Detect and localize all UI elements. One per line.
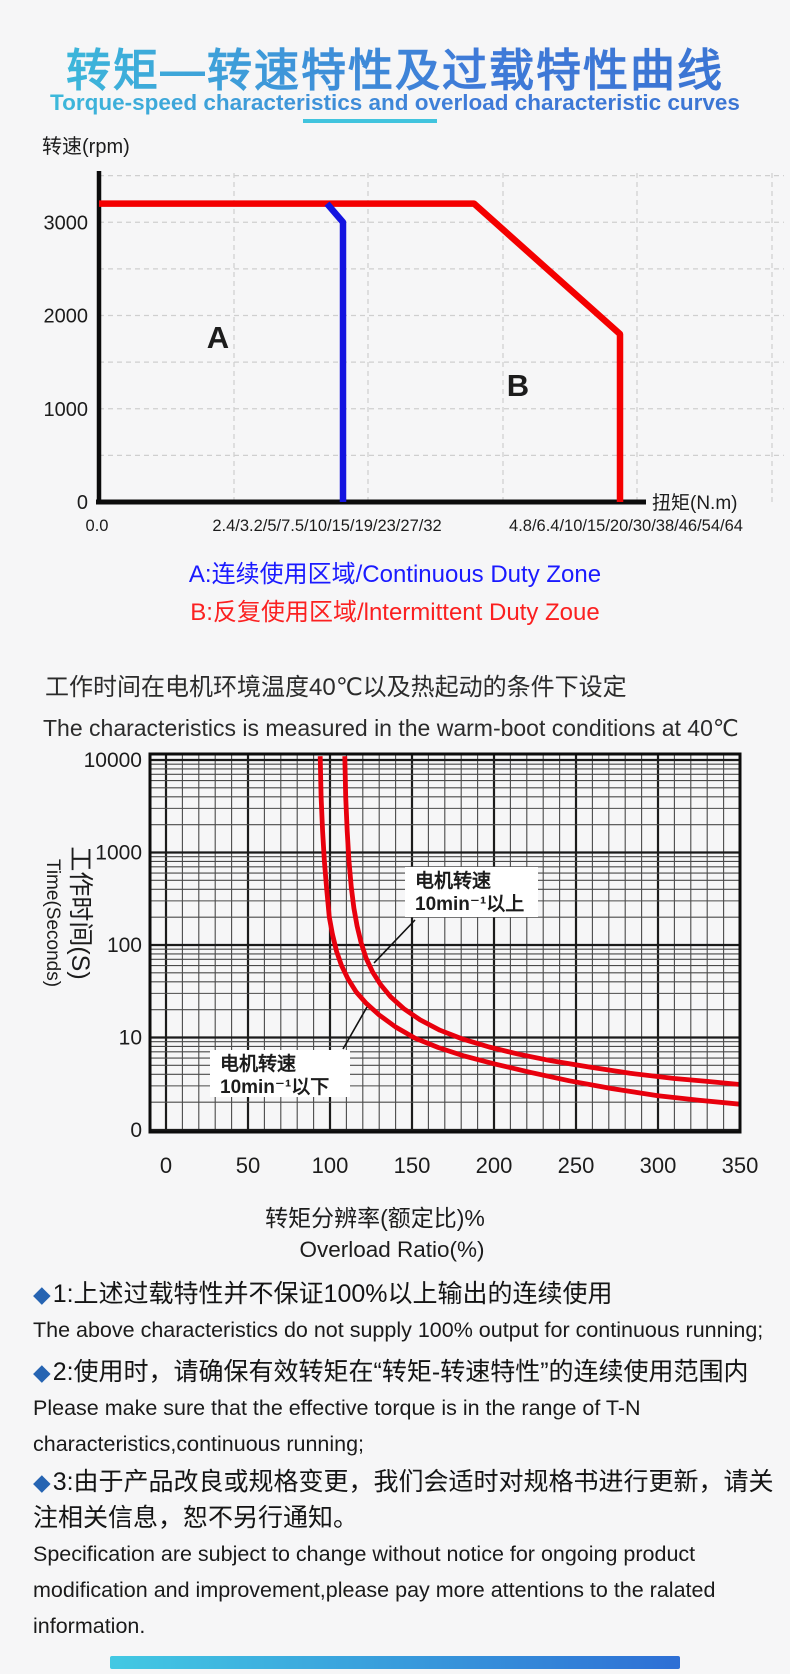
note-line-4: Please make sure that the effective torq… bbox=[33, 1390, 773, 1426]
y-axis-title-cjk: 工作时间(S) bbox=[66, 846, 94, 979]
subtitle-underline bbox=[303, 119, 437, 123]
diamond-bullet-icon: ◆ bbox=[33, 1469, 51, 1495]
note-text: 注相关信息，恕不另行通知。 bbox=[33, 1504, 359, 1532]
annotation-text: 10min⁻¹以下 bbox=[220, 1076, 329, 1098]
note-text: 3:由于产品改良或规格变更，我们会适时对规格书进行更新，请关 bbox=[52, 1468, 774, 1496]
x-tick-label: 2.4/3.2/5/7.5/10/15/19/23/27/32 bbox=[212, 517, 441, 535]
note-text: Specification are subject to change with… bbox=[33, 1542, 696, 1566]
x-tick-label: 0.0 bbox=[86, 517, 109, 535]
legend-zone-a: A:连续使用区域/Continuous Duty Zone bbox=[188, 561, 602, 588]
annotation-leader bbox=[373, 919, 416, 964]
y-axis-title-en: Time(Seconds) bbox=[42, 859, 63, 987]
note-line-7: 注相关信息，恕不另行通知。 bbox=[33, 1500, 773, 1536]
overload-characteristic-chart: 电机转速10min⁻¹以上电机转速10min⁻¹以下10000100010010… bbox=[42, 749, 759, 1262]
note-text: Please make sure that the effective torq… bbox=[33, 1396, 641, 1420]
x-axis-title-en: Overload Ratio(%) bbox=[299, 1237, 484, 1262]
annotation-leader bbox=[342, 1006, 368, 1050]
y-tick-label: 1000 bbox=[95, 842, 142, 865]
note-line-3: ◆2:使用时，请确保有效转矩在“转矩-转速特性”的连续使用范围内 bbox=[33, 1354, 773, 1390]
x-tick-label: 200 bbox=[476, 1153, 513, 1178]
note-line-2: The above characteristics do not supply … bbox=[33, 1312, 773, 1348]
note-line-8: Specification are subject to change with… bbox=[33, 1536, 773, 1572]
note-text: 2:使用时，请确保有效转矩在“转矩-转速特性”的连续使用范围内 bbox=[52, 1358, 749, 1386]
y-tick-label: 0 bbox=[130, 1119, 142, 1142]
curve-speed-below-10rpm bbox=[317, 756, 740, 1107]
x-tick-label: 150 bbox=[394, 1153, 431, 1178]
x-tick-label: 0 bbox=[160, 1153, 172, 1178]
x-tick-label: 50 bbox=[236, 1153, 260, 1178]
note-text: characteristics,continuous running; bbox=[33, 1432, 365, 1456]
note-text: 1:上述过载特性并不保证100%以上输出的连续使用 bbox=[52, 1280, 613, 1308]
page-subtitle: Torque-speed characteristics and overloa… bbox=[0, 90, 790, 116]
annotation-text: 电机转速 bbox=[415, 869, 491, 892]
x-tick-label: 100 bbox=[312, 1153, 349, 1178]
test-conditions-en: The characteristics is measured in the w… bbox=[43, 715, 739, 741]
curve-speed-above-10rpm bbox=[342, 756, 740, 1087]
note-text: information. bbox=[33, 1614, 146, 1638]
torque-speed-chart: A B 0 1000 2000 3000 0.0 2.4/3.2/5/7.5/10/15/19… bbox=[42, 135, 784, 535]
x-axis-title-cjk: 转矩分辨率(额定比)% bbox=[265, 1205, 485, 1231]
zone-label-B: B bbox=[507, 368, 529, 403]
x-tick-label: 300 bbox=[640, 1153, 677, 1178]
note-text: The above characteristics do not supply … bbox=[33, 1318, 764, 1342]
note-line-5: characteristics,continuous running; bbox=[33, 1426, 773, 1462]
curve-continuous-duty-limit bbox=[324, 201, 347, 502]
note-text: modification and improvement,please pay … bbox=[33, 1578, 716, 1602]
annotation-box bbox=[405, 867, 538, 917]
note-line-1: ◆1:上述过载特性并不保证100%以上输出的连续使用 bbox=[33, 1276, 773, 1312]
x-tick-label: 250 bbox=[558, 1153, 595, 1178]
y-tick-label: 3000 bbox=[44, 212, 89, 234]
diamond-bullet-icon: ◆ bbox=[33, 1281, 51, 1307]
page-title: 转矩—转速特性及过载特性曲线 bbox=[0, 34, 790, 99]
y-tick-label: 0 bbox=[77, 492, 88, 514]
y-tick-label: 100 bbox=[107, 934, 142, 957]
y-tick-label: 10 bbox=[119, 1027, 142, 1050]
note-line-9: modification and improvement,please pay … bbox=[33, 1572, 773, 1608]
plot-border bbox=[148, 752, 742, 1134]
y-axis-title: 转速(rpm) bbox=[42, 135, 130, 158]
x-tick-label: 4.8/6.4/10/15/20/30/38/46/54/64 bbox=[509, 517, 743, 535]
bottom-accent-bar bbox=[110, 1656, 680, 1669]
y-tick-label: 10000 bbox=[84, 749, 142, 772]
x-tick-label: 350 bbox=[722, 1153, 759, 1178]
test-conditions-cjk: 工作时间在电机环境温度40℃以及热起动的条件下设定 bbox=[45, 674, 627, 701]
note-line-10: information. bbox=[33, 1608, 773, 1644]
diamond-bullet-icon: ◆ bbox=[33, 1359, 51, 1385]
legend-zone-b: B:反复使用区域/lntermittent Duty Zoue bbox=[190, 599, 600, 626]
annotation-text: 10min⁻¹以上 bbox=[415, 893, 524, 915]
x-axis-title: 扭矩(N.m) bbox=[652, 492, 737, 514]
curve-intermittent-duty-limit bbox=[99, 200, 624, 502]
y-tick-label: 2000 bbox=[44, 306, 89, 328]
note-line-6: ◆3:由于产品改良或规格变更，我们会适时对规格书进行更新，请关 bbox=[33, 1464, 774, 1500]
zone-label-A: A bbox=[207, 320, 229, 355]
annotation-text: 电机转速 bbox=[220, 1052, 296, 1075]
annotation-box bbox=[210, 1050, 350, 1097]
y-tick-label: 1000 bbox=[44, 399, 89, 421]
